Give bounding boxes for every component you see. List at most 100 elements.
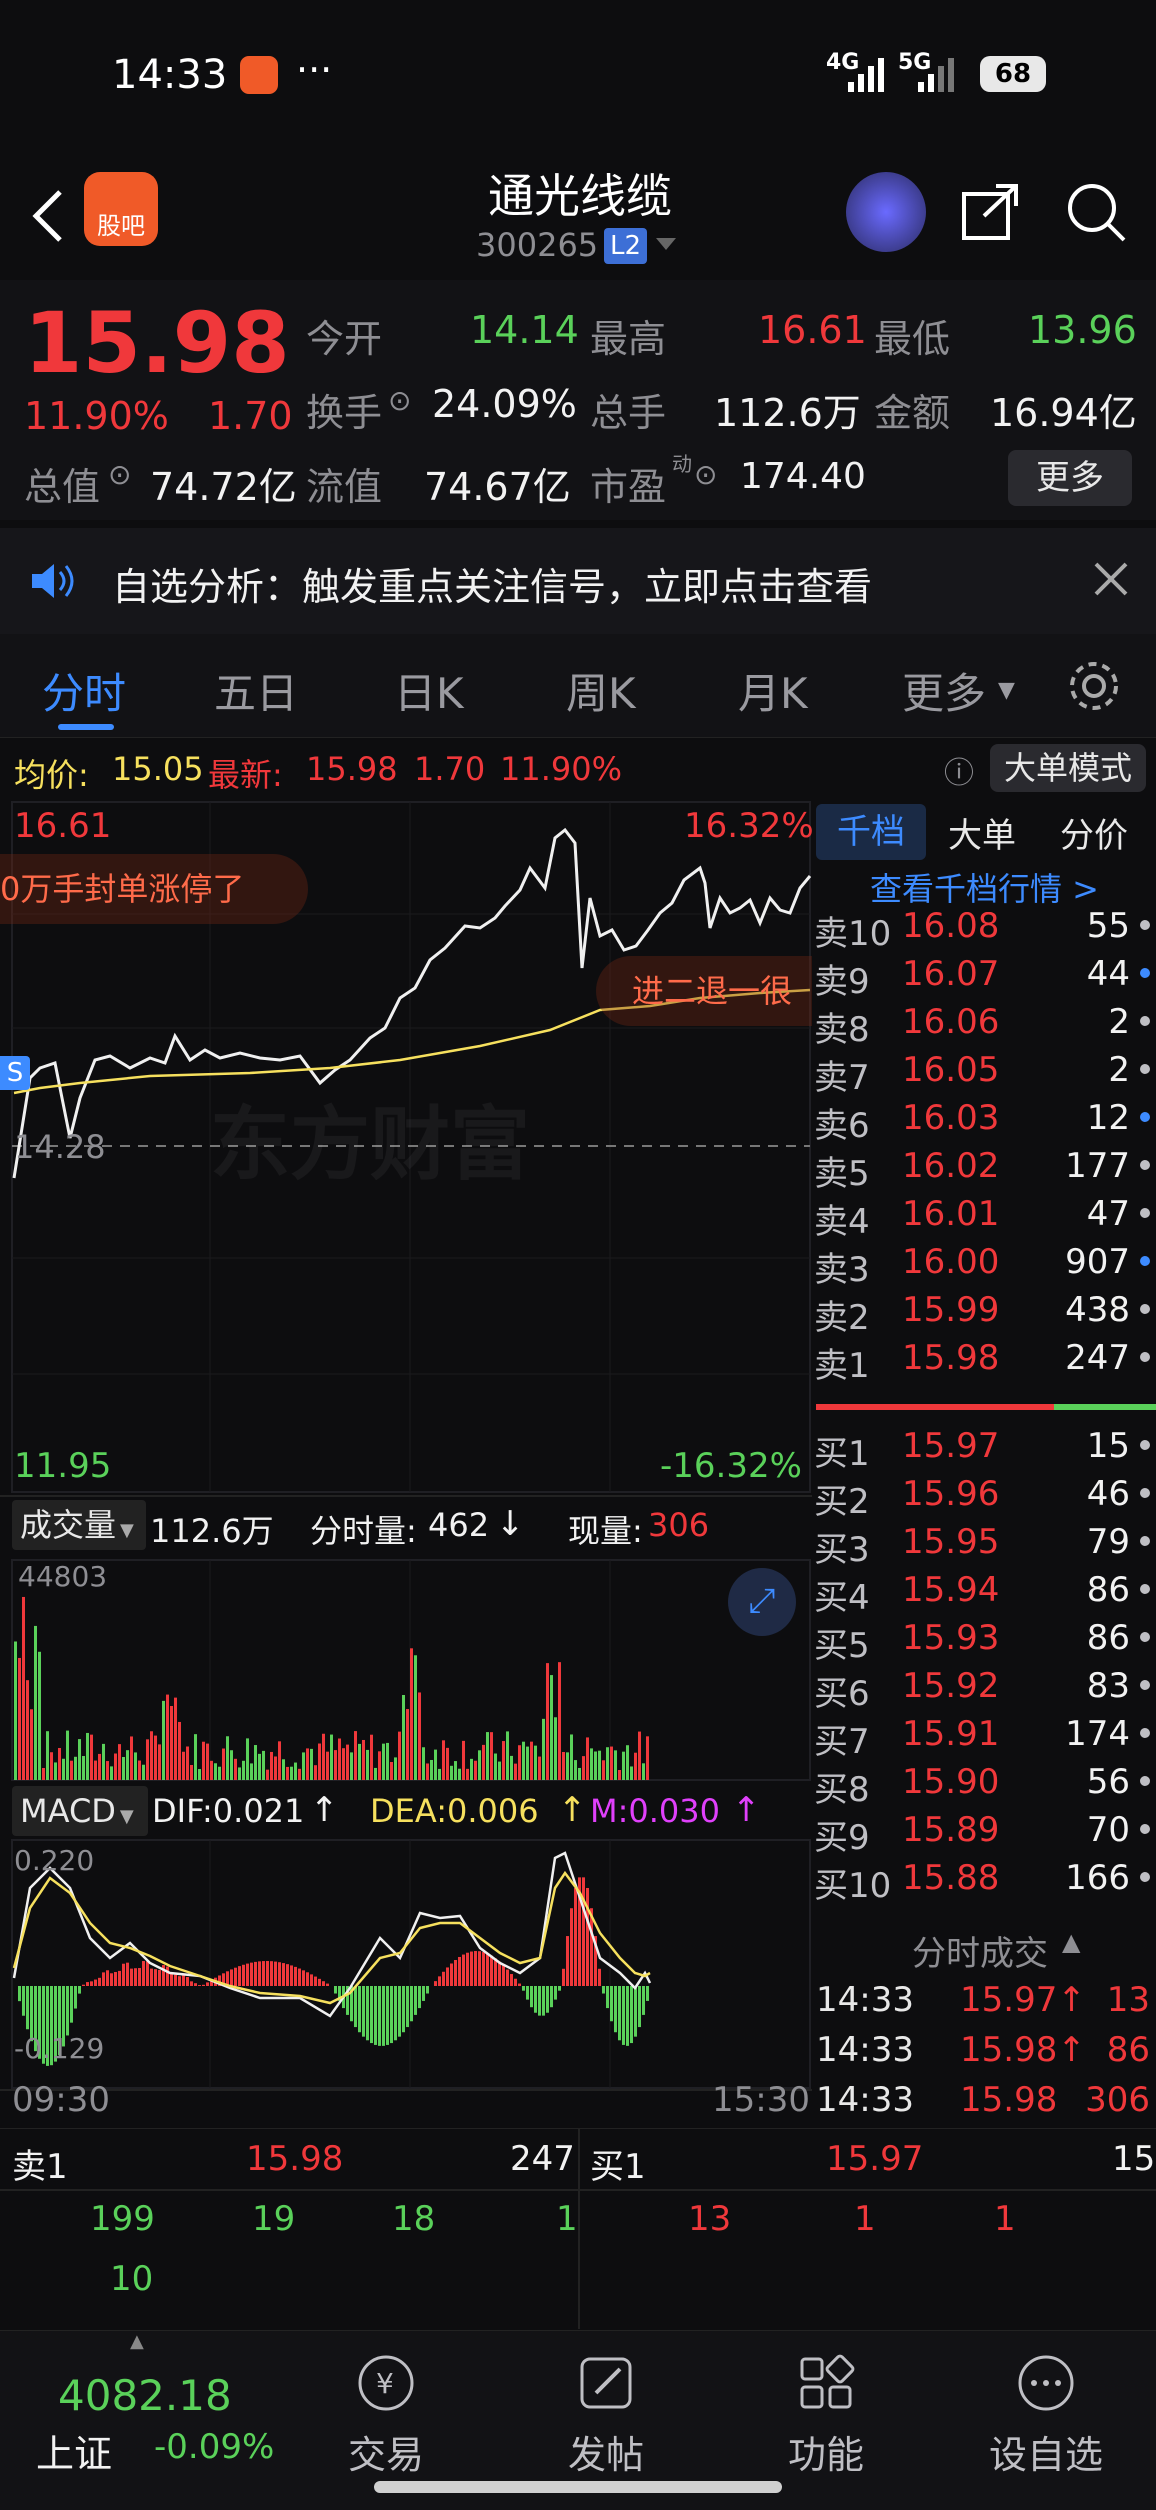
level2-badge[interactable]: L2 xyxy=(604,228,648,264)
ask-row[interactable]: 卖2 15.99 438 xyxy=(812,1286,1156,1338)
macd-bar xyxy=(358,1986,361,2033)
tab-more-caret-icon[interactable]: ▼ xyxy=(998,678,1015,703)
book-tab-1000[interactable]: 千档 xyxy=(816,804,926,860)
ask-row[interactable]: 卖7 16.05 2 xyxy=(812,1046,1156,1098)
tab-more[interactable]: 更多 xyxy=(902,669,987,718)
bid-row[interactable]: 买5 15.93 86 xyxy=(812,1614,1156,1666)
bid-price: 15.90 xyxy=(902,1762,1000,1802)
svg-text:¥: ¥ xyxy=(376,2367,394,2400)
float-value: 74.67亿 xyxy=(424,465,571,509)
robot-assistant-icon[interactable] xyxy=(846,172,926,252)
share-icon[interactable] xyxy=(960,180,1022,242)
time-end-label: 15:30 xyxy=(712,2080,810,2120)
back-arrow-icon[interactable] xyxy=(28,186,68,246)
volume-bar xyxy=(638,1731,641,1780)
ask-row[interactable]: 卖4 16.01 47 xyxy=(812,1190,1156,1242)
volume-indicator-select[interactable]: 成交量 ▼ xyxy=(12,1500,146,1550)
bid-row[interactable]: 买10 15.88 166 xyxy=(812,1854,1156,1906)
chart-tabs: 分时 五日 日K 周K 月K 更多 ▼ xyxy=(0,634,1156,738)
macd-bar xyxy=(98,1977,101,1986)
ask-dot-icon xyxy=(1140,1160,1150,1170)
tab-weekly-k[interactable]: 周K xyxy=(566,669,636,718)
macd-bar xyxy=(538,1986,541,2016)
ask-dot-icon xyxy=(1140,1304,1150,1314)
macd-bar xyxy=(318,1978,321,1986)
trades-title[interactable]: 分时成交 xyxy=(912,1934,1048,1974)
turnover-value: 24.09% xyxy=(432,382,577,426)
trade-time: 14:33 xyxy=(816,2080,914,2120)
nav-functions[interactable]: 功能 xyxy=(756,2351,896,2479)
nav-trade[interactable]: ¥ 交易 xyxy=(316,2351,456,2479)
tab-daily-k[interactable]: 日K xyxy=(394,669,464,718)
info-circle-icon[interactable]: ⊙ xyxy=(388,384,412,417)
volume-bar xyxy=(450,1765,453,1780)
bid-row[interactable]: 买9 15.89 70 xyxy=(812,1806,1156,1858)
expand-icon[interactable]: ⤢ xyxy=(728,1568,796,1636)
volume-bar xyxy=(342,1748,345,1780)
macd-bar xyxy=(578,1877,581,1986)
ask-row[interactable]: 卖6 16.03 12 xyxy=(812,1094,1156,1146)
speaker-icon xyxy=(32,564,74,598)
help-icon[interactable]: ⓘ xyxy=(944,756,974,791)
ask-row[interactable]: 卖8 16.06 2 xyxy=(812,998,1156,1050)
bid-row[interactable]: 买2 15.96 46 xyxy=(812,1470,1156,1522)
info-circle-icon-3[interactable]: ⊙ xyxy=(694,458,718,491)
search-icon[interactable] xyxy=(1064,180,1128,244)
nav-add-watchlist[interactable]: 设自选 xyxy=(976,2351,1116,2479)
tab-monthly-k[interactable]: 月K xyxy=(738,669,808,718)
bid-row[interactable]: 买3 15.95 79 xyxy=(812,1518,1156,1570)
bid-price: 15.91 xyxy=(902,1714,1000,1754)
bid-price: 15.95 xyxy=(902,1522,1000,1562)
s-marker-badge[interactable]: S xyxy=(0,1056,30,1090)
more-notifications-icon: ··· xyxy=(296,48,333,92)
book-tab-big-order[interactable]: 大单 xyxy=(948,816,1016,856)
bid-row[interactable]: 买4 15.94 86 xyxy=(812,1566,1156,1618)
guba-badge-label: 股吧 xyxy=(97,212,145,240)
volume-bar xyxy=(234,1758,237,1780)
dropdown-caret-icon[interactable] xyxy=(656,238,676,252)
buy1-volume: 15 xyxy=(1112,2139,1156,2179)
ask-row[interactable]: 卖5 16.02 177 xyxy=(812,1142,1156,1194)
trades-collapse-caret-icon[interactable]: ▲ xyxy=(1062,1928,1081,1956)
home-indicator[interactable] xyxy=(374,2481,782,2493)
book-tab-price-distribution[interactable]: 分价 xyxy=(1060,816,1128,856)
guba-app-badge[interactable]: 股吧 xyxy=(84,172,158,246)
bid-row[interactable]: 买7 15.91 174 xyxy=(812,1710,1156,1762)
pe-value: 174.40 xyxy=(740,456,866,497)
bid-row[interactable]: 买8 15.90 56 xyxy=(812,1758,1156,1810)
close-icon[interactable] xyxy=(1092,560,1130,598)
macd-bar xyxy=(602,1986,605,1994)
bid-row[interactable]: 买1 15.97 15 xyxy=(812,1422,1156,1474)
tab-five-day[interactable]: 五日 xyxy=(214,669,299,718)
ask-row[interactable]: 卖9 16.07 44 xyxy=(812,950,1156,1002)
view-full-book-link[interactable]: 查看千档行情 > xyxy=(870,870,1099,908)
macd-bar xyxy=(546,1986,549,2013)
big-order-mode-button[interactable]: 大单模式 xyxy=(990,744,1146,792)
nav-post[interactable]: 发帖 xyxy=(536,2351,676,2479)
macd-bar xyxy=(154,1969,157,1986)
ask-row[interactable]: 卖10 16.08 55 xyxy=(812,912,1156,954)
index-widget[interactable]: ▲ 4082.18 上证 -0.09% xyxy=(20,2331,280,2491)
more-button[interactable]: 更多 xyxy=(1008,450,1132,506)
ask-label: 卖2 xyxy=(814,1298,870,1338)
volume-bar xyxy=(110,1766,113,1780)
volume-bar xyxy=(50,1752,53,1780)
info-circle-icon-2[interactable]: ⊙ xyxy=(108,458,132,491)
notice-bar[interactable]: 自选分析：触发重点关注信号，立即点击查看 xyxy=(0,528,1156,634)
volume-bar xyxy=(38,1651,41,1780)
macd-bar xyxy=(554,1986,557,2000)
macd-bar xyxy=(62,1986,65,2047)
intraday-chart[interactable]: 16.61 16.32% 0万手封单涨停了 进二退一很 S 14.28 东方财富… xyxy=(0,798,814,2128)
volume-bar xyxy=(426,1763,429,1780)
post-edit-icon xyxy=(580,2357,632,2409)
low-label: 最低 xyxy=(874,317,951,361)
macd-indicator-select[interactable]: MACD ▼ xyxy=(12,1786,148,1836)
settings-gear-icon[interactable] xyxy=(1066,658,1122,714)
ask-row[interactable]: 卖3 16.00 907 xyxy=(812,1238,1156,1290)
ask-row[interactable]: 卖1 15.98 247 xyxy=(812,1334,1156,1386)
bid-row[interactable]: 买6 15.92 83 xyxy=(812,1662,1156,1714)
bubble-left-comment[interactable]: 0万手封单涨停了 xyxy=(0,854,308,924)
volume-bar xyxy=(546,1663,549,1780)
tab-intraday[interactable]: 分时 xyxy=(42,669,127,718)
bubble-right-comment[interactable]: 进二退一很 xyxy=(596,956,812,1026)
